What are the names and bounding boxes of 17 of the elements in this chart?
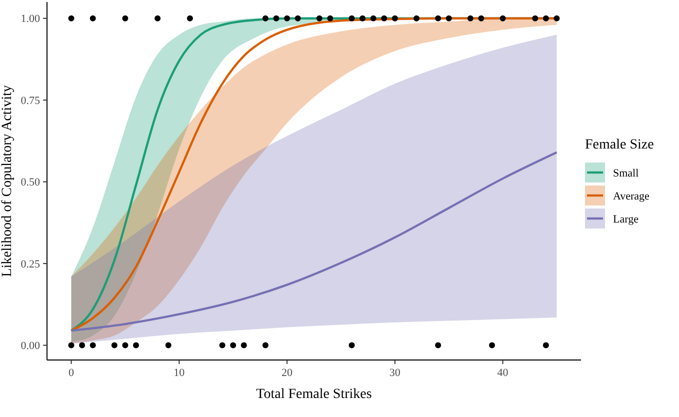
legend-title: Female Size bbox=[585, 138, 654, 152]
line-series bbox=[70, 151, 558, 332]
x-tick-label: 0 bbox=[68, 367, 75, 379]
legend-label: Average bbox=[613, 190, 650, 202]
x-tick-label: 10 bbox=[174, 367, 186, 379]
y-tick-label: 0.25 bbox=[20, 258, 40, 270]
y-axis-title: Likelihood of Copulatory Activity bbox=[0, 85, 15, 277]
legend-label: Large bbox=[613, 214, 639, 226]
y-tick-label: 0.00 bbox=[20, 340, 40, 352]
y-tick-label: 0.50 bbox=[20, 176, 40, 189]
x-axis-title: Total Female Strikes bbox=[256, 387, 372, 402]
legend-label: Small bbox=[613, 168, 639, 180]
x-tick-label: 30 bbox=[389, 367, 401, 379]
x-tick-label: 20 bbox=[282, 367, 294, 379]
y-tick-label: 0.75 bbox=[20, 94, 40, 107]
y-tick-label: 1.00 bbox=[20, 13, 40, 26]
x-tick-label: 40 bbox=[497, 367, 509, 379]
